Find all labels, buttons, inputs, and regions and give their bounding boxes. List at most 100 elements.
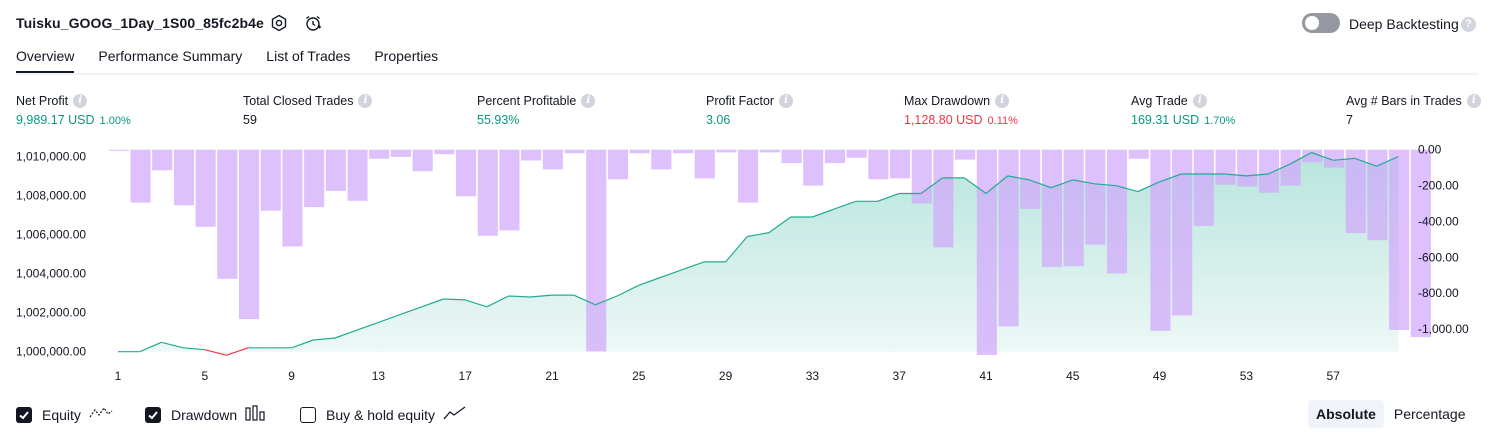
drawdown-bar[interactable] xyxy=(1237,149,1258,187)
metric-value: 7 xyxy=(1346,113,1353,127)
drawdown-bar[interactable] xyxy=(933,149,954,248)
legend-equity[interactable]: Equity xyxy=(16,405,113,424)
drawdown-bar[interactable] xyxy=(1389,149,1410,330)
drawdown-bar[interactable] xyxy=(759,149,780,153)
drawdown-bar[interactable] xyxy=(1193,149,1214,226)
alarm-clock-icon[interactable] xyxy=(304,14,322,32)
drawdown-bar[interactable] xyxy=(586,149,607,352)
percentage-button[interactable]: Percentage xyxy=(1393,406,1466,422)
buy-hold-checkbox[interactable] xyxy=(300,406,316,423)
drawdown-bar[interactable] xyxy=(130,149,151,203)
info-icon[interactable]: i xyxy=(779,94,794,108)
drawdown-bar[interactable] xyxy=(260,149,281,211)
deep-backtesting-toggle[interactable] xyxy=(1302,13,1340,33)
equity-checkbox[interactable] xyxy=(16,406,32,423)
drawdown-bar[interactable] xyxy=(781,149,802,164)
tab-list-of-trades[interactable]: List of Trades xyxy=(266,48,351,64)
metric-avg-trade: Avg Trade i 169.31 USD 1.70% xyxy=(1131,94,1235,127)
x-axis-tick: 49 xyxy=(1153,369,1167,383)
drawdown-bar[interactable] xyxy=(1367,149,1388,241)
drawdown-bar[interactable] xyxy=(152,149,173,171)
right-axis-tick: 0.00 xyxy=(1418,143,1442,157)
drawdown-bar[interactable] xyxy=(521,149,542,161)
drawdown-bar[interactable] xyxy=(477,149,498,236)
tab-performance-summary[interactable]: Performance Summary xyxy=(98,48,243,64)
drawdown-bar[interactable] xyxy=(369,149,390,159)
drawdown-bar[interactable] xyxy=(1107,149,1128,274)
drawdown-bar[interactable] xyxy=(325,149,346,191)
drawdown-bar[interactable] xyxy=(1258,149,1279,193)
metric-percent: 1.70% xyxy=(1204,115,1236,127)
legend-drawdown[interactable]: Drawdown xyxy=(145,405,267,424)
tab-overview[interactable]: Overview xyxy=(16,48,75,74)
drawdown-bar[interactable] xyxy=(108,149,129,151)
drawdown-bar[interactable] xyxy=(217,149,238,279)
drawdown-bar[interactable] xyxy=(434,149,455,155)
drawdown-bar[interactable] xyxy=(1302,149,1323,163)
drawdown-bar[interactable] xyxy=(651,149,672,170)
drawdown-bar[interactable] xyxy=(347,149,368,201)
drawdown-bar[interactable] xyxy=(239,149,260,320)
drawdown-bar[interactable] xyxy=(1128,149,1149,159)
help-icon[interactable]: ? xyxy=(1461,17,1476,32)
drawdown-bar[interactable] xyxy=(716,149,737,153)
equity-line-segment xyxy=(812,208,835,218)
info-icon[interactable]: i xyxy=(358,94,373,108)
drawdown-bar[interactable] xyxy=(868,149,889,180)
drawdown-bar[interactable] xyxy=(1172,149,1193,316)
drawdown-checkbox[interactable] xyxy=(145,406,161,423)
drawdown-bar[interactable] xyxy=(955,149,976,160)
drawdown-bar[interactable] xyxy=(1215,149,1236,185)
legend-equity-label: Equity xyxy=(42,406,81,423)
drawdown-bar[interactable] xyxy=(542,149,563,170)
info-icon[interactable]: i xyxy=(1466,94,1481,108)
equity-line-segment xyxy=(1094,183,1117,187)
equity-drawdown-chart[interactable]: 1,010,000.00 1,008,000.00 1,006,000.00 1,00… xyxy=(0,140,1494,390)
drawdown-bar[interactable] xyxy=(390,149,411,157)
drawdown-bar[interactable] xyxy=(890,149,911,179)
left-axis-tick: 1,000,000.00 xyxy=(16,345,86,359)
equity-line-segment xyxy=(161,341,184,349)
info-icon[interactable]: i xyxy=(581,94,596,108)
absolute-button[interactable]: Absolute xyxy=(1308,400,1384,428)
equity-line-segment xyxy=(1246,173,1269,177)
drawdown-bar[interactable] xyxy=(738,149,759,203)
drawdown-bar[interactable] xyxy=(694,149,715,179)
drawdown-bar[interactable] xyxy=(824,149,845,164)
left-axis-tick: 1,010,000.00 xyxy=(16,149,86,163)
drawdown-bar[interactable] xyxy=(911,149,932,204)
drawdown-bar[interactable] xyxy=(499,149,520,231)
drawdown-bar[interactable] xyxy=(1085,149,1106,245)
drawdown-bar[interactable] xyxy=(1041,149,1062,268)
drawdown-bar[interactable] xyxy=(673,149,694,154)
info-icon[interactable]: i xyxy=(1192,94,1207,108)
drawdown-bar[interactable] xyxy=(564,149,585,154)
info-icon[interactable]: i xyxy=(995,94,1010,108)
drawdown-bar[interactable] xyxy=(304,149,325,208)
drawdown-bar[interactable] xyxy=(1410,149,1431,338)
legend-buy-hold[interactable]: Buy & hold equity xyxy=(300,405,467,424)
right-axis-tick: -600.00 xyxy=(1418,250,1459,264)
drawdown-bar[interactable] xyxy=(803,149,824,186)
drawdown-bar[interactable] xyxy=(173,149,194,206)
drawdown-bar[interactable] xyxy=(282,149,303,247)
drawdown-bar[interactable] xyxy=(412,149,433,172)
info-icon[interactable]: i xyxy=(73,94,88,108)
drawdown-bar[interactable] xyxy=(629,149,650,154)
tab-properties[interactable]: Properties xyxy=(374,48,439,64)
metric-value: 55.93% xyxy=(477,113,520,127)
drawdown-bar[interactable] xyxy=(976,149,997,355)
drawdown-bar[interactable] xyxy=(456,149,477,197)
drawdown-bar[interactable] xyxy=(998,149,1019,327)
drawdown-bar[interactable] xyxy=(1345,149,1366,234)
drawdown-bar[interactable] xyxy=(607,149,628,180)
drawdown-bar[interactable] xyxy=(846,149,867,158)
drawdown-bar[interactable] xyxy=(195,149,216,227)
drawdown-bar[interactable] xyxy=(1280,149,1301,186)
drawdown-bar[interactable] xyxy=(1324,149,1345,168)
drawdown-bar[interactable] xyxy=(1150,149,1171,331)
drawdown-bar[interactable] xyxy=(1020,149,1041,209)
gear-icon[interactable] xyxy=(270,14,288,32)
x-axis-tick: 53 xyxy=(1240,369,1254,383)
drawdown-bar[interactable] xyxy=(1063,149,1084,267)
